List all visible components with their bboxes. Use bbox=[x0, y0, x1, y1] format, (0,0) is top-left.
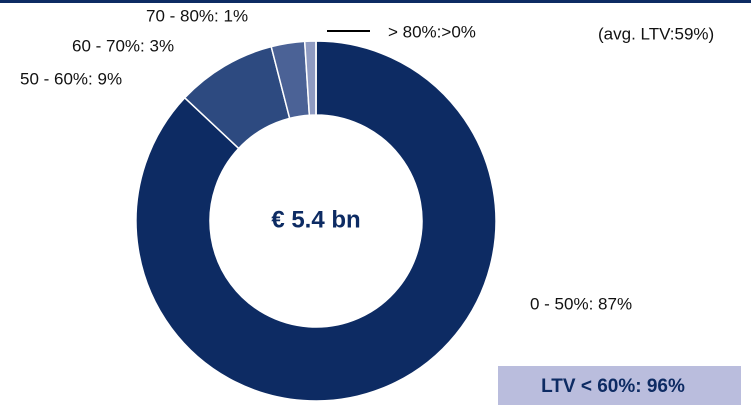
annotation: (avg. LTV:59%) bbox=[598, 24, 714, 43]
slice-label: 0 - 50%: 87% bbox=[530, 294, 632, 313]
slice-label: 50 - 60%: 9% bbox=[20, 69, 122, 88]
center-label: € 5.4 bn bbox=[271, 206, 360, 233]
highlight-box bbox=[498, 366, 741, 405]
top-bar bbox=[0, 0, 751, 3]
slice-label: 70 - 80%: 1% bbox=[146, 6, 248, 25]
highlight-label: LTV < 60%: 96% bbox=[541, 376, 685, 397]
slice-label: 60 - 70%: 3% bbox=[72, 36, 174, 55]
slice-label: > 80%:>0% bbox=[388, 22, 476, 41]
donut-slice bbox=[135, 40, 497, 402]
